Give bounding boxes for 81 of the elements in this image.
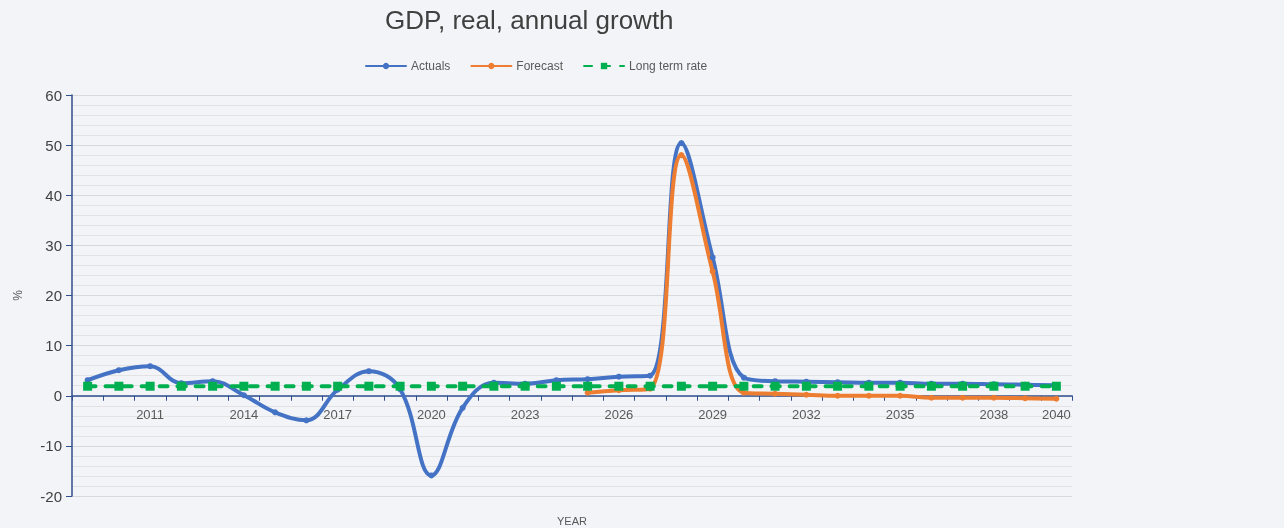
point (709, 268, 716, 275)
x-tick-label: 2035 (885, 406, 915, 422)
x-axis-title: YEAR (557, 514, 588, 527)
point (834, 392, 841, 399)
point (958, 381, 968, 391)
point (83, 381, 93, 391)
point (364, 381, 374, 391)
point (176, 381, 186, 391)
point (489, 381, 499, 391)
legend-label: Long term rate (629, 59, 708, 73)
x-tick-label: 2014 (229, 406, 259, 422)
x-tick-label: 2038 (979, 406, 1009, 422)
point (708, 381, 718, 391)
point (709, 254, 716, 261)
y-tick-label: 20 (45, 287, 62, 304)
point (740, 374, 747, 381)
x-tick-label: 2032 (791, 406, 821, 422)
x-tick-label: 2023 (510, 406, 540, 422)
point (583, 381, 593, 391)
point (928, 394, 935, 401)
point (428, 472, 435, 479)
point (897, 392, 904, 399)
point (615, 373, 622, 380)
point (1053, 395, 1060, 402)
x-tick-label: 2017 (323, 406, 353, 422)
y-tick-label: 60 (45, 86, 62, 104)
point (803, 391, 810, 398)
point (365, 368, 372, 375)
point (864, 381, 874, 391)
x-tick-label: 2029 (698, 406, 728, 422)
point (551, 381, 561, 391)
y-tick-label: -20 (40, 487, 62, 505)
point (772, 390, 779, 397)
point (895, 381, 905, 391)
y-tick-label: -10 (40, 437, 62, 455)
point (240, 392, 247, 399)
x-tick-label: 2020 (416, 406, 446, 422)
point (333, 381, 343, 391)
point (208, 381, 218, 391)
point (865, 392, 872, 399)
y-axis-title: % (11, 289, 25, 301)
point (426, 381, 436, 391)
point (301, 381, 311, 391)
y-tick-label: 10 (45, 337, 62, 355)
point (678, 152, 685, 159)
chart-title: GDP, real, annual growth (385, 5, 674, 35)
point (458, 381, 468, 391)
point (270, 381, 280, 391)
point (833, 381, 843, 391)
x-tick-label: 2040 (1041, 406, 1071, 422)
point (115, 367, 122, 374)
legend-label: Actuals (411, 59, 451, 73)
point (114, 381, 124, 391)
point (272, 409, 279, 416)
point (645, 381, 655, 391)
y-tick-label: 40 (45, 186, 62, 204)
point (926, 381, 936, 391)
point (520, 381, 530, 391)
point (801, 381, 811, 391)
point (614, 381, 624, 391)
x-tick-label: 2026 (604, 406, 634, 422)
point (303, 417, 310, 424)
point (584, 376, 591, 383)
point (676, 381, 686, 391)
point (647, 372, 654, 379)
point (395, 381, 405, 391)
y-tick-label: 30 (45, 236, 62, 254)
legend-label: Forecast (516, 59, 564, 73)
x-tick-label: 2011 (136, 406, 165, 422)
point (459, 404, 466, 411)
point (1022, 395, 1029, 402)
point (739, 381, 749, 391)
point (959, 394, 966, 401)
point (770, 381, 780, 391)
y-tick-label: 50 (45, 136, 62, 154)
point (145, 381, 155, 391)
point (239, 381, 249, 391)
point (990, 394, 997, 401)
point (678, 140, 685, 147)
y-tick-label: 0 (53, 387, 62, 405)
point (147, 363, 154, 370)
